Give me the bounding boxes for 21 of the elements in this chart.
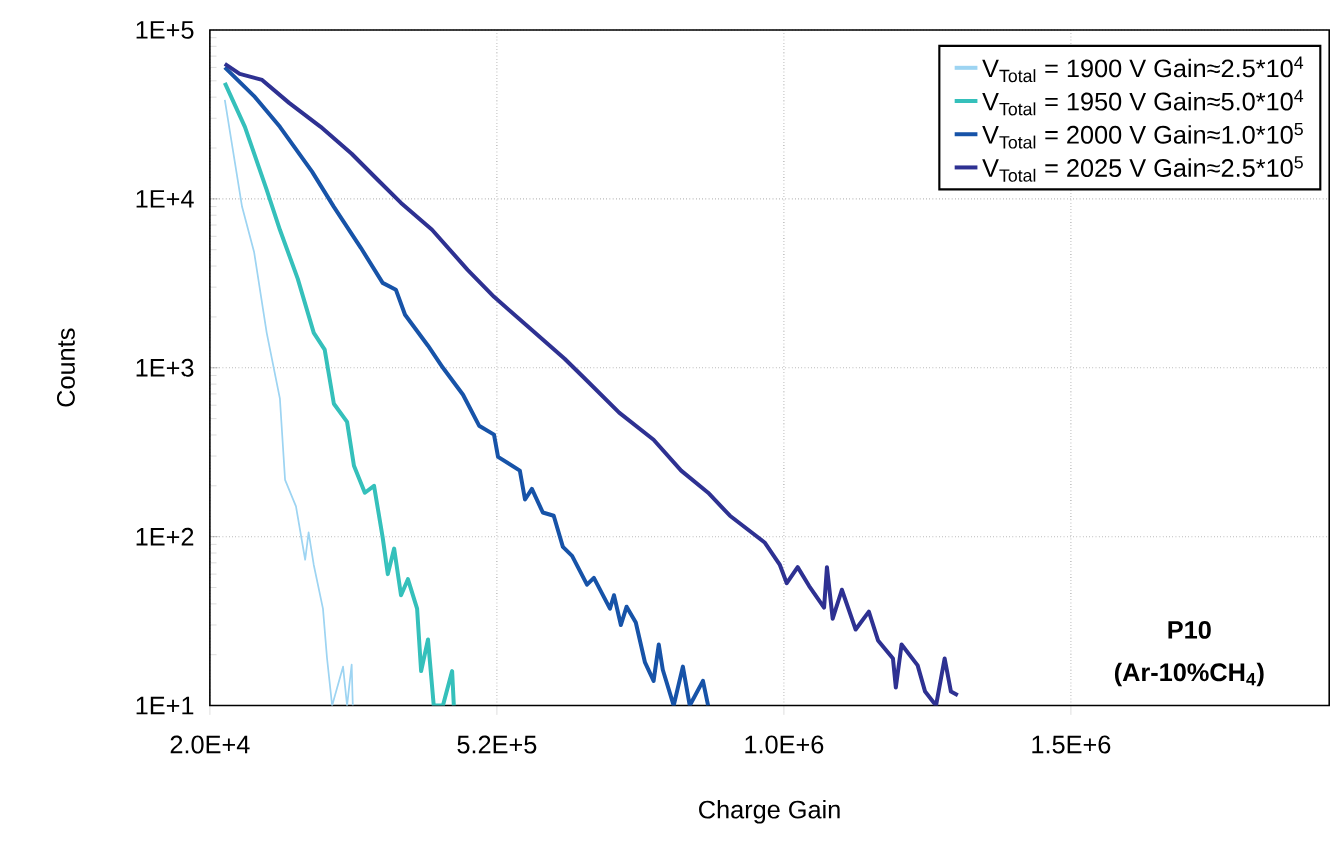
y-tick-label: 1E+5	[136, 20, 194, 39]
y-tick-label: 1E+4	[136, 189, 194, 208]
y-axis-title: Counts	[56, 328, 75, 407]
x-tick-label: 1.5E+6	[1032, 735, 1111, 754]
line-series	[222, 80, 456, 706]
legend-label: V$_{Total}$ = 2025 V Gain≈2.5*10$^{5}$	[982, 155, 1303, 182]
x-axis-title: Charge Gain	[699, 799, 840, 824]
annotation: (Ar-10%CH$_{4}$)	[1114, 662, 1264, 687]
x-tick-label: 5.2E+5	[457, 735, 537, 754]
legend-label: V$_{Total}$ = 1900 V Gain≈2.5*10$^{4}$	[982, 56, 1304, 82]
y-tick-label: 1E+1	[136, 696, 194, 715]
x-tick-label: 2.0E+4	[170, 735, 250, 754]
line-series	[223, 98, 354, 706]
y-tick-label: 1E+3	[136, 358, 194, 377]
legend-label: V$_{Total}$ = 2000 V Gain≈1.0*10$^{5}$	[982, 122, 1303, 149]
annotation: P10	[1168, 620, 1211, 639]
y-tick-label: 1E+2	[136, 527, 194, 546]
x-tick-label: 1.0E+6	[745, 735, 824, 754]
line-series	[222, 61, 960, 706]
line-series	[222, 65, 711, 706]
legend-label: V$_{Total}$ = 1950 V Gain≈5.0*10$^{4}$	[982, 89, 1304, 116]
